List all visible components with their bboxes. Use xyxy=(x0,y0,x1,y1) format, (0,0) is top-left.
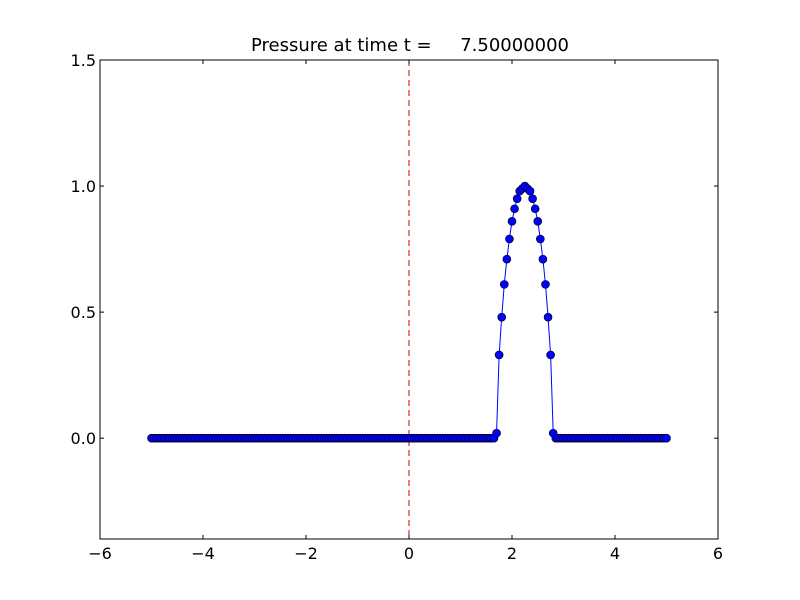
data-point xyxy=(525,186,535,196)
data-point xyxy=(497,312,507,322)
x-tick-label: 2 xyxy=(507,544,517,563)
data-point xyxy=(538,254,548,264)
x-tick-label: 6 xyxy=(713,544,723,563)
data-point xyxy=(512,194,522,203)
data-point xyxy=(494,350,504,360)
data-point xyxy=(662,433,671,443)
data-point xyxy=(505,234,514,244)
y-tick-label: 0.5 xyxy=(71,303,96,322)
data-point xyxy=(541,280,550,289)
x-tick-label: −6 xyxy=(88,544,112,563)
data-point xyxy=(510,204,519,214)
data-point xyxy=(502,254,512,264)
data-point xyxy=(536,234,545,244)
data-point xyxy=(543,312,553,322)
y-tick-label: 1.0 xyxy=(71,177,96,196)
x-tick-label: −4 xyxy=(191,544,215,563)
x-tick-label: 0 xyxy=(404,544,414,563)
x-tick-label: 4 xyxy=(610,544,620,563)
data-point xyxy=(507,217,517,226)
chart-title: Pressure at time t = 7.50000000 xyxy=(250,35,570,56)
data-point xyxy=(528,194,537,203)
data-point xyxy=(492,428,501,438)
data-point xyxy=(533,217,543,226)
data-point xyxy=(530,204,540,214)
data-point xyxy=(546,350,555,360)
y-tick-label: 0.0 xyxy=(71,429,96,448)
x-tick-label: −2 xyxy=(294,544,318,563)
y-tick-label: 1.5 xyxy=(71,51,96,70)
data-point xyxy=(499,280,509,289)
